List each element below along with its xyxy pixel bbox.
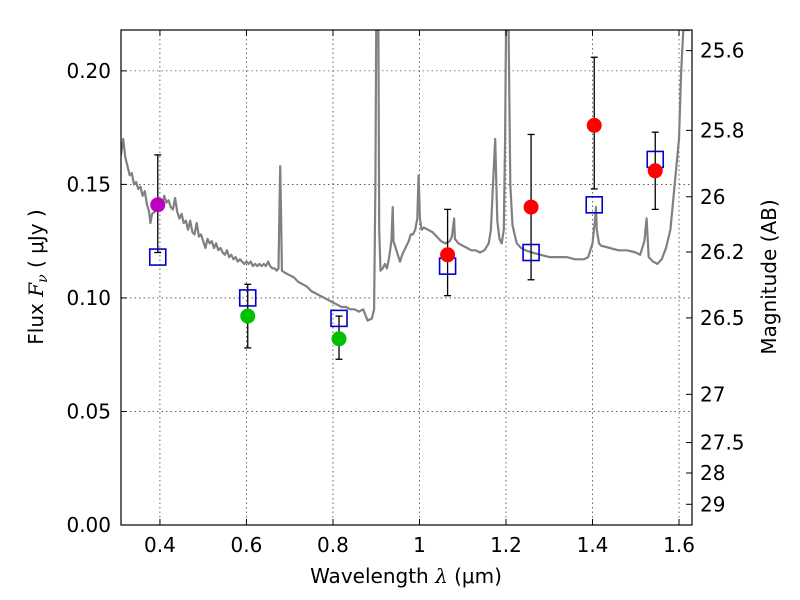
observed-point [150,197,166,213]
y2-tick-label: 29 [700,492,725,516]
x-axis-label-suffix: (μm) [448,564,502,588]
observed-point [647,163,663,179]
spectrum-layer [121,30,690,322]
y2-tick-label: 26.5 [700,306,745,330]
y2-tick-label: 27.5 [700,431,745,455]
y2-axis-label: Magnitude (AB) [757,199,781,354]
x-axis-label: Wavelength λ (μm) [310,564,502,588]
y-tick-label: 0.10 [66,286,111,310]
y-tick-label: 0.20 [66,59,111,83]
model-point [585,196,604,214]
model-point [330,309,348,328]
axis-ticks: 0.4 0.6 0.8 1 1.2 1.4 1.6 0.00 0.05 0.10 0.15 0.20 2… [66,30,745,557]
x-tick-label: 1 [413,533,426,557]
y2-tick-label: 28 [700,461,725,485]
model-points [148,150,665,328]
y-tick-label: 0.05 [66,399,111,423]
y-axis-label-suffix: ( μJy ) [24,209,48,274]
model-point [238,289,257,307]
y2-tick-label: 27 [700,382,725,406]
x-axis-label-symbol: λ [434,564,448,588]
y2-tick-label: 26.2 [700,240,745,264]
observed-point [523,199,539,215]
plot-frame [120,29,693,526]
y2-tick-label: 25.8 [700,118,745,142]
y-tick-label: 0.00 [66,513,111,537]
observed-point [586,117,602,133]
observed-point [331,331,347,347]
plot-background [121,30,692,525]
model-point [522,243,540,262]
y-axis-label: Flux Fν ( μJy ) [24,209,51,344]
observed-point [240,308,256,324]
y-tick-label: 0.15 [66,172,111,196]
model-spectrum-line [121,30,690,322]
observed-point [440,247,456,263]
observed-points [150,117,663,347]
x-tick-label: 0.8 [317,533,349,557]
y2-tick-label: 26 [700,185,725,209]
x-tick-label: 0.6 [231,533,263,557]
x-tick-label: 1.4 [577,533,609,557]
y2-tick-label: 25.6 [700,39,745,63]
x-axis-label-prefix: Wavelength [310,564,435,588]
y-axis-label-subscript: ν [35,274,51,283]
x-tick-label: 1.2 [490,533,522,557]
y-axis-label-prefix: Flux [24,297,48,345]
y-axis-label-symbol: F [24,282,48,298]
x-tick-label: 1.6 [663,533,695,557]
x-tick-label: 0.4 [144,533,176,557]
model-point [148,248,167,266]
